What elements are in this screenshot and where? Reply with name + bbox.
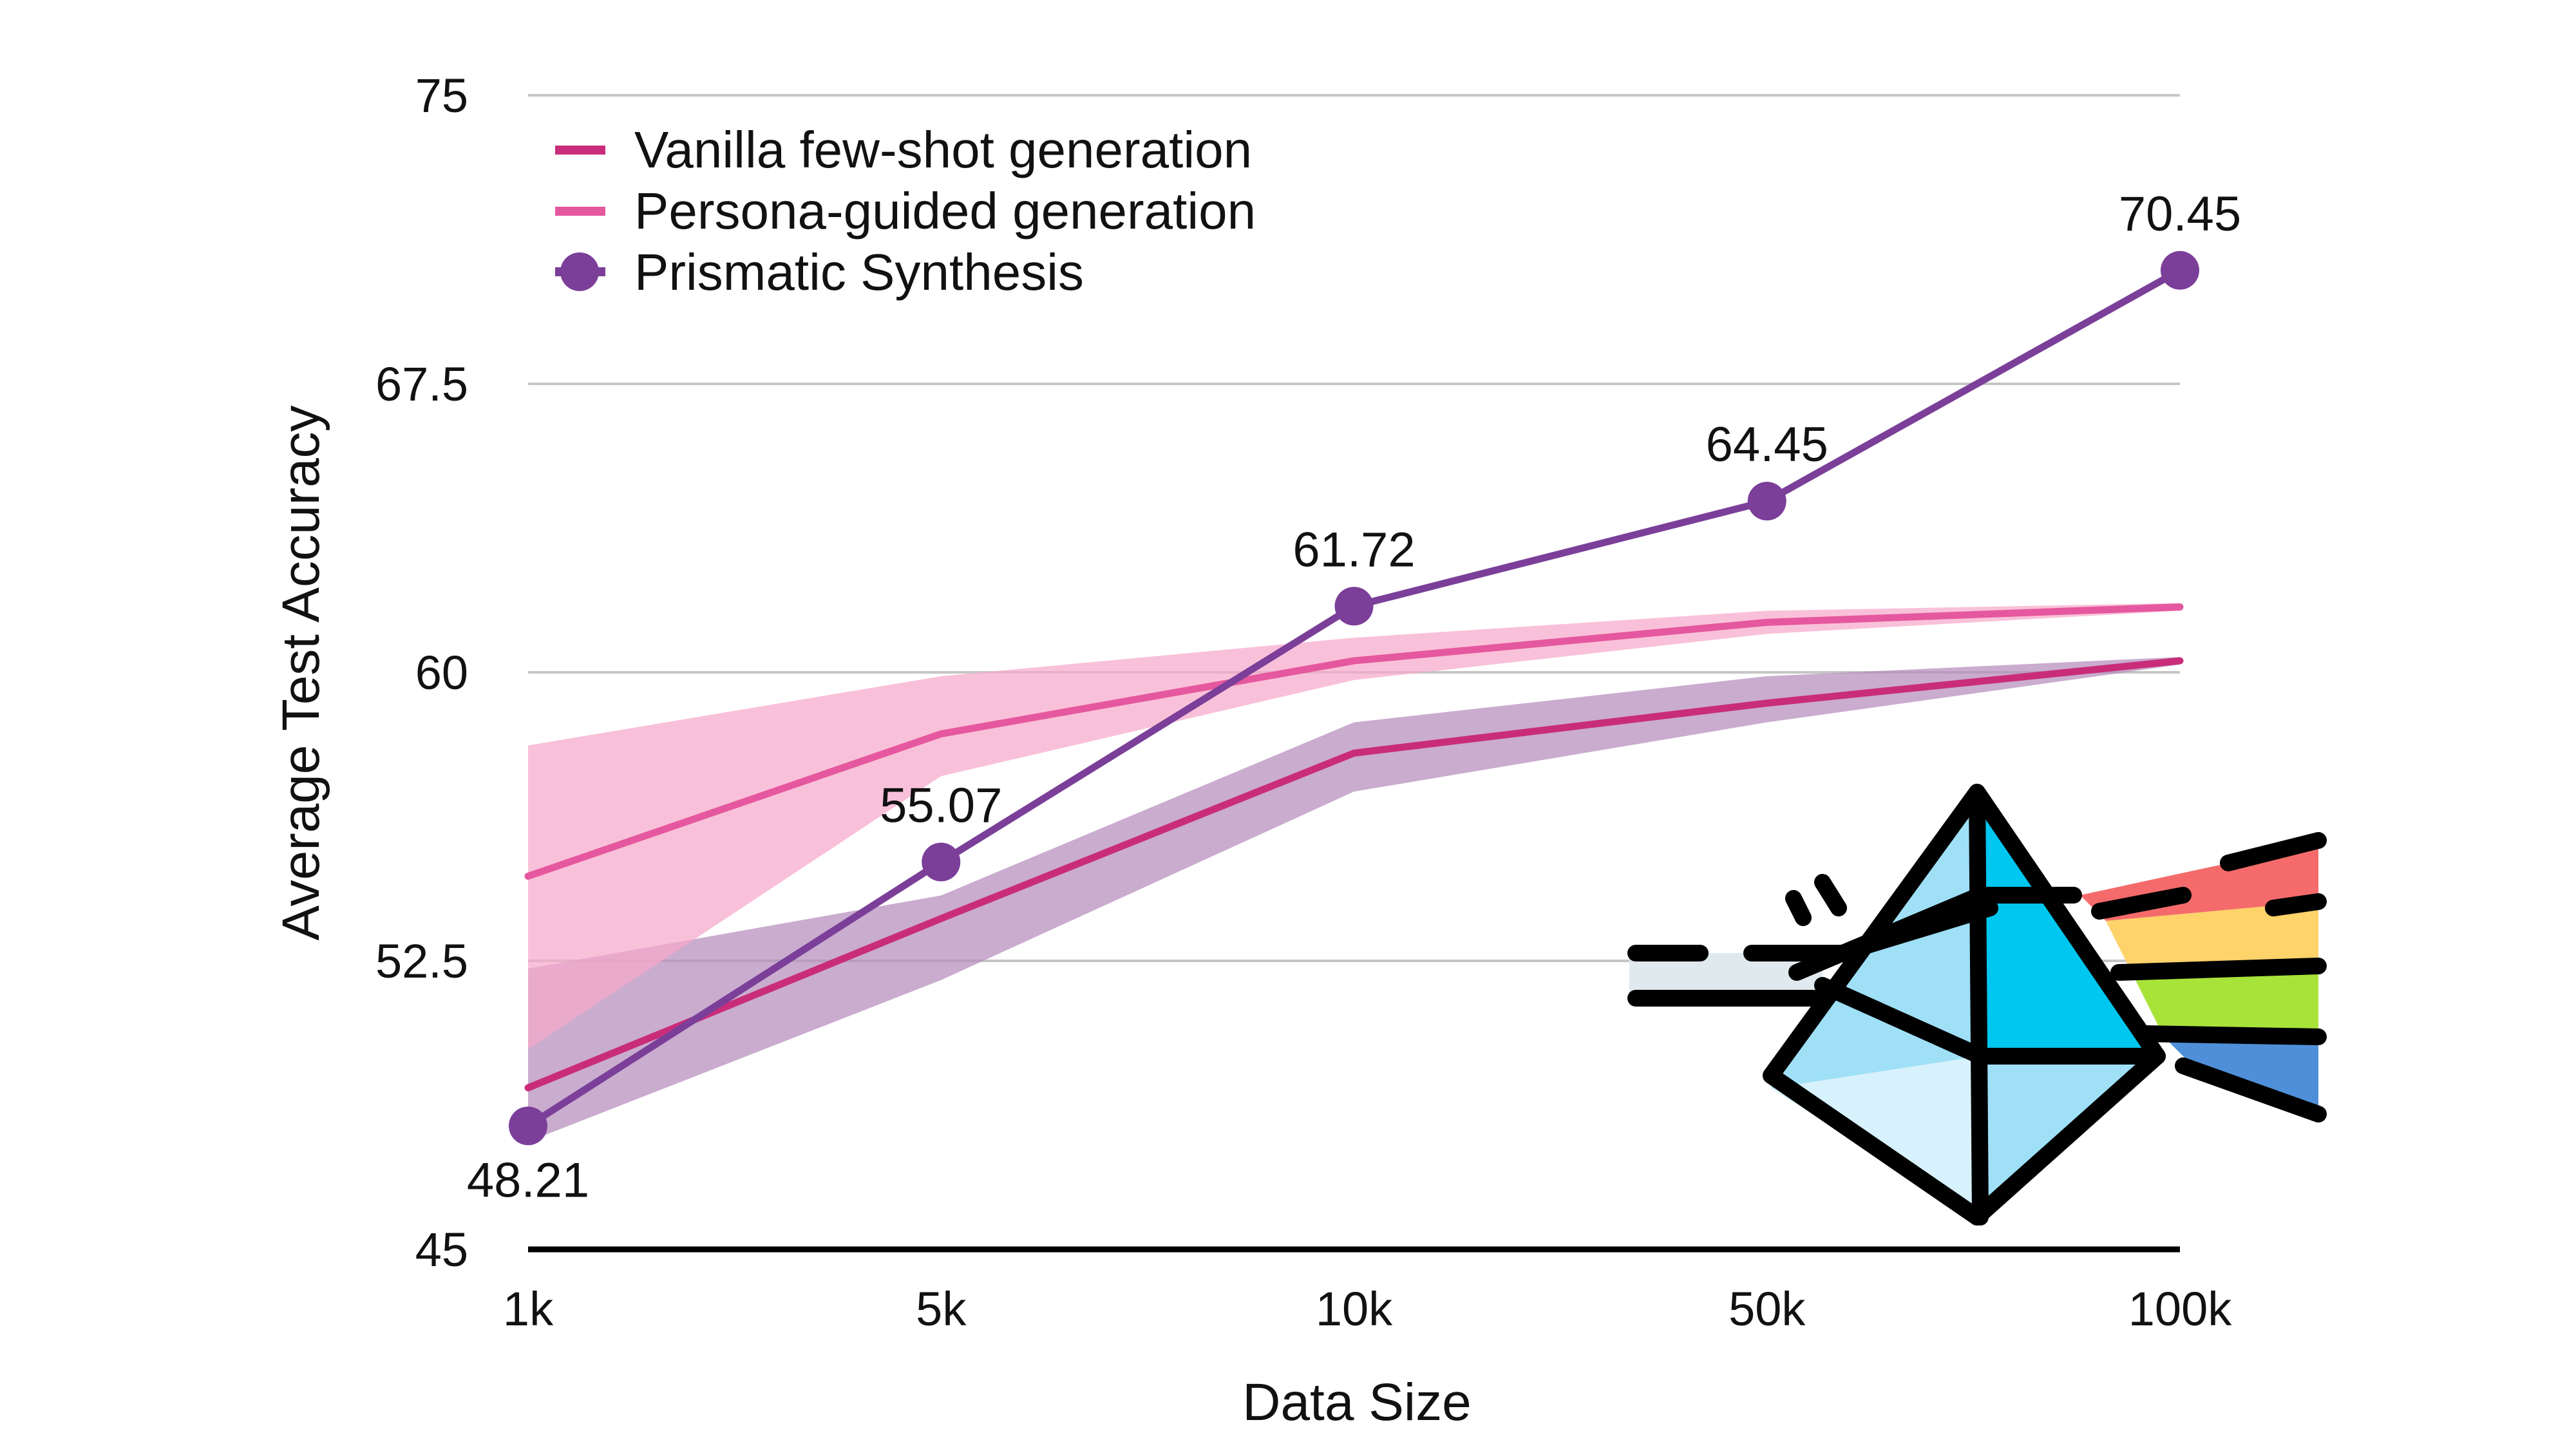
y-tick-label-1: 52.5 <box>375 934 468 988</box>
y-axis-title: Average Test Accuracy <box>272 405 330 940</box>
legend-label-vanilla: Vanilla few-shot generation <box>634 121 1252 178</box>
x-tick-label-0: 1k <box>503 1282 554 1336</box>
y-tick-label-3: 67.5 <box>375 357 468 411</box>
data-label-2-2: 61.72 <box>1293 522 1415 577</box>
y-tick-label-4: 75 <box>415 69 468 122</box>
x-tick-label-3: 50k <box>1728 1282 1806 1336</box>
data-point-2-1 <box>922 842 961 882</box>
data-label-2-0: 48.21 <box>467 1153 589 1208</box>
x-tick-label-1: 5k <box>916 1282 967 1336</box>
data-point-2-2 <box>1334 587 1374 626</box>
series-line-0 <box>524 657 2184 1092</box>
data-point-2-4 <box>2161 251 2199 290</box>
series-line-1 <box>524 603 2184 880</box>
x-tick-label-2: 10k <box>1316 1282 1393 1336</box>
axes: 45 52.5 60 67.5 75 1k 5k 10k 50k 100k <box>375 69 2232 1336</box>
rainbow-ray-green <box>2135 972 2318 1037</box>
x-tick-label-4: 100k <box>2128 1282 2232 1336</box>
legend-label-persona: Persona-guided generation <box>634 182 1256 240</box>
data-point-2-0 <box>509 1106 547 1146</box>
data-point-2-3 <box>1747 482 1786 521</box>
series-markers <box>509 251 2199 1146</box>
prism-rainbow-icon <box>1627 784 2327 1226</box>
data-labels: 48.21 55.07 61.72 64.45 70.45 <box>467 187 2241 1208</box>
x-axis-title: Data Size <box>1242 1373 1472 1432</box>
data-label-2-3: 64.45 <box>1706 417 1828 472</box>
y-tick-label-2: 60 <box>415 646 468 699</box>
y-tick-label-0: 45 <box>415 1223 468 1276</box>
data-label-2-1: 55.07 <box>880 778 1002 833</box>
confidence-band-1 <box>528 603 2180 1050</box>
legend-label-prismatic: Prismatic Synthesis <box>634 243 1084 301</box>
data-label-2-4: 70.45 <box>2119 187 2241 242</box>
legend: Vanilla few-shot generation Persona-guid… <box>555 121 1256 301</box>
rainbow-ray-blue <box>2164 1034 2318 1108</box>
legend-marker-prismatic <box>560 252 599 291</box>
